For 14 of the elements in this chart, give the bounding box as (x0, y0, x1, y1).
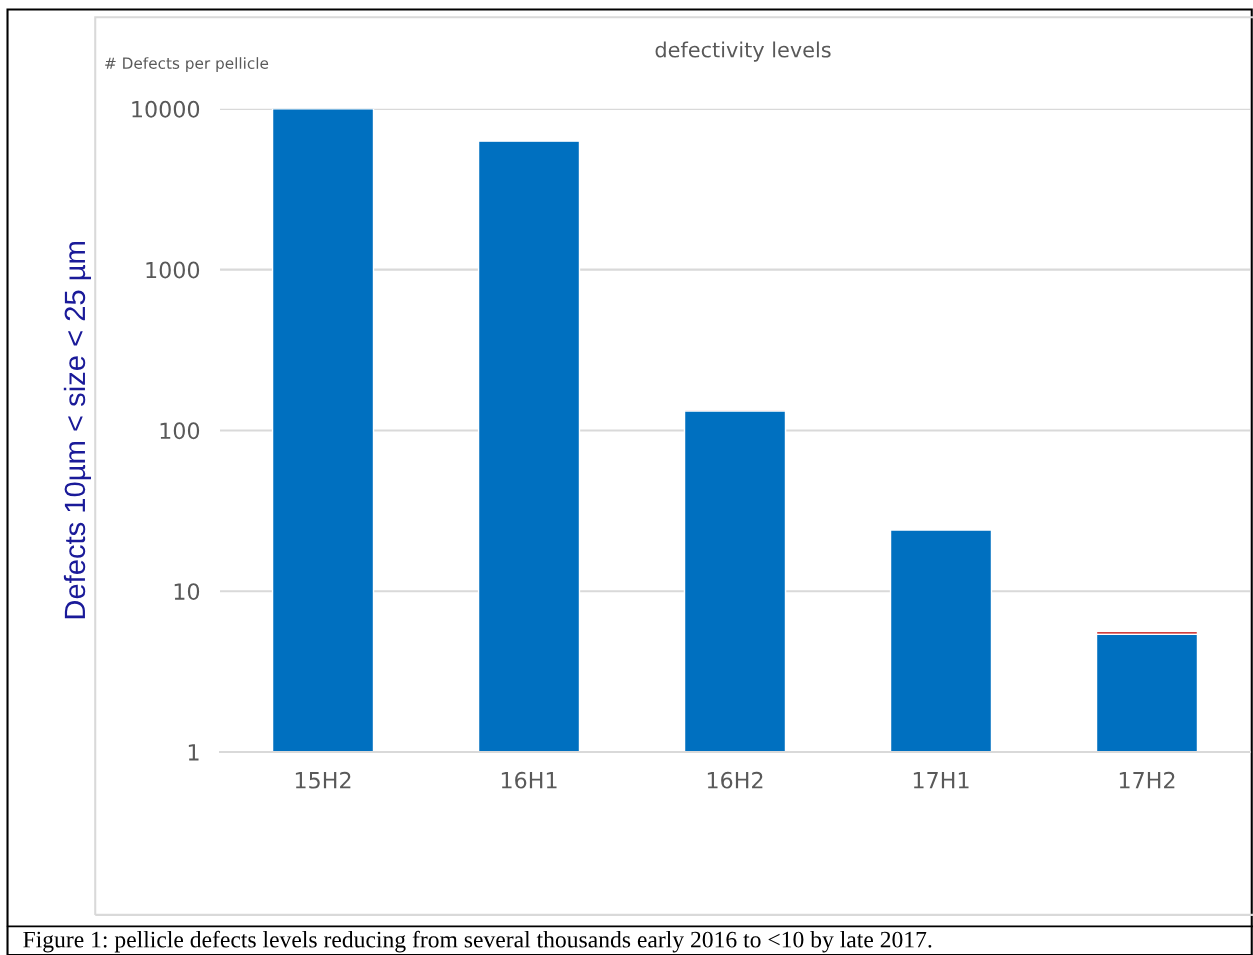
y-tick-label: 10000 (132, 100, 200, 118)
caption: Figure 1: pellicle defects levels reducing from several thousands early 2016 to <10 by late 2017. (23, 930, 932, 953)
y-axis-title: Defects 10µm < size < 25 µm (63, 242, 91, 619)
text: # Defects per pellicle (105, 57, 269, 72)
y-tick-label: 10 (174, 583, 200, 600)
x-tick-label: 15H2 (295, 771, 351, 789)
x-tick-label: 17H1 (913, 772, 969, 789)
y-tick-label: 100 (160, 422, 200, 440)
x-tick-label: 17H2 (1119, 771, 1175, 789)
y-tick-label: 1000 (146, 261, 200, 279)
x-tick-label: 16H2 (707, 771, 763, 789)
x-tick-label: 16H1 (501, 771, 557, 789)
y-tick-label: 1 (188, 744, 199, 761)
chart-title: defectivity levels (655, 41, 831, 62)
